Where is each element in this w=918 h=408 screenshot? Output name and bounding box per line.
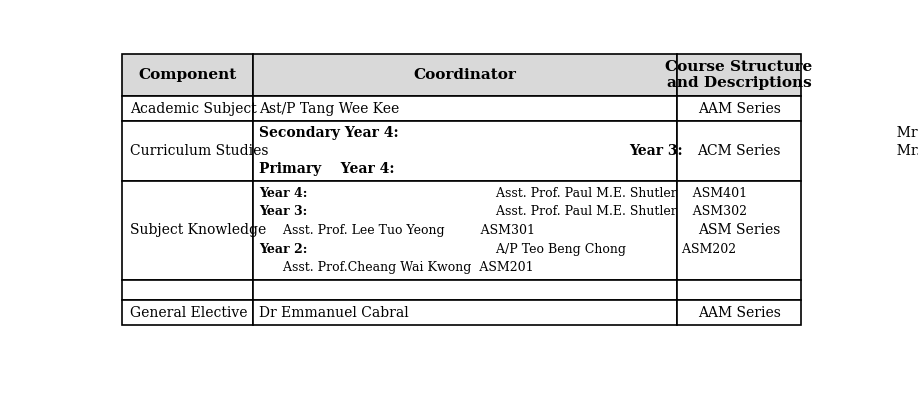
Text: Year 3:: Year 3: — [259, 205, 308, 218]
Bar — [677, 54, 801, 96]
Bar — [253, 280, 677, 300]
Bar — [677, 280, 801, 300]
Text: Asst. Prof. Paul M.E. Shutler    ASM401: Asst. Prof. Paul M.E. Shutler ASM401 — [492, 186, 747, 200]
Bar — [122, 54, 253, 96]
Bar — [253, 121, 677, 181]
Bar — [122, 121, 253, 181]
Text: AAM Series: AAM Series — [698, 306, 780, 320]
Text: Year 3:: Year 3: — [629, 144, 683, 158]
Text: Mr Leong Yew Hoong: Mr Leong Yew Hoong — [888, 126, 918, 140]
Bar — [677, 181, 801, 280]
Text: Subject Knowledge: Subject Knowledge — [130, 224, 266, 237]
Bar — [253, 54, 677, 96]
Text: Course Structure
and Descriptions: Course Structure and Descriptions — [666, 60, 812, 90]
Text: Component: Component — [139, 68, 237, 82]
Text: Ast/P Tang Wee Kee: Ast/P Tang Wee Kee — [259, 102, 399, 115]
Text: Curriculum Studies: Curriculum Studies — [130, 144, 269, 158]
Bar — [677, 121, 801, 181]
Bar — [122, 300, 253, 326]
Text: ASM Series: ASM Series — [698, 224, 780, 237]
Text: Year 2:: Year 2: — [259, 243, 308, 255]
Bar — [122, 96, 253, 121]
Bar — [253, 300, 677, 326]
Text: Year 4:: Year 4: — [259, 186, 308, 200]
Text: Primary    Year 4:: Primary Year 4: — [259, 162, 395, 176]
Text: Secondary Year 4:: Secondary Year 4: — [259, 126, 398, 140]
Bar — [253, 181, 677, 280]
Bar — [677, 300, 801, 326]
Bar — [677, 96, 801, 121]
Text: Dr Emmanuel Cabral: Dr Emmanuel Cabral — [259, 306, 409, 320]
Bar — [253, 96, 677, 121]
Text: Mr. Chua Boon Liang: Mr. Chua Boon Liang — [888, 144, 918, 158]
Text: Asst. Prof.Cheang Wai Kwong  ASM201: Asst. Prof.Cheang Wai Kwong ASM201 — [259, 261, 533, 274]
Text: Asst. Prof. Paul M.E. Shutler    ASM302: Asst. Prof. Paul M.E. Shutler ASM302 — [492, 205, 747, 218]
Text: Coordinator: Coordinator — [414, 68, 517, 82]
Text: A/P Teo Beng Chong              ASM202: A/P Teo Beng Chong ASM202 — [492, 243, 736, 255]
Text: General Elective: General Elective — [130, 306, 248, 320]
Text: ACM Series: ACM Series — [698, 144, 781, 158]
Bar — [122, 181, 253, 280]
Text: Academic Subject: Academic Subject — [130, 102, 257, 115]
Text: AAM Series: AAM Series — [698, 102, 780, 115]
Text: Asst. Prof. Lee Tuo Yeong         ASM301: Asst. Prof. Lee Tuo Yeong ASM301 — [259, 224, 535, 237]
Bar — [122, 280, 253, 300]
